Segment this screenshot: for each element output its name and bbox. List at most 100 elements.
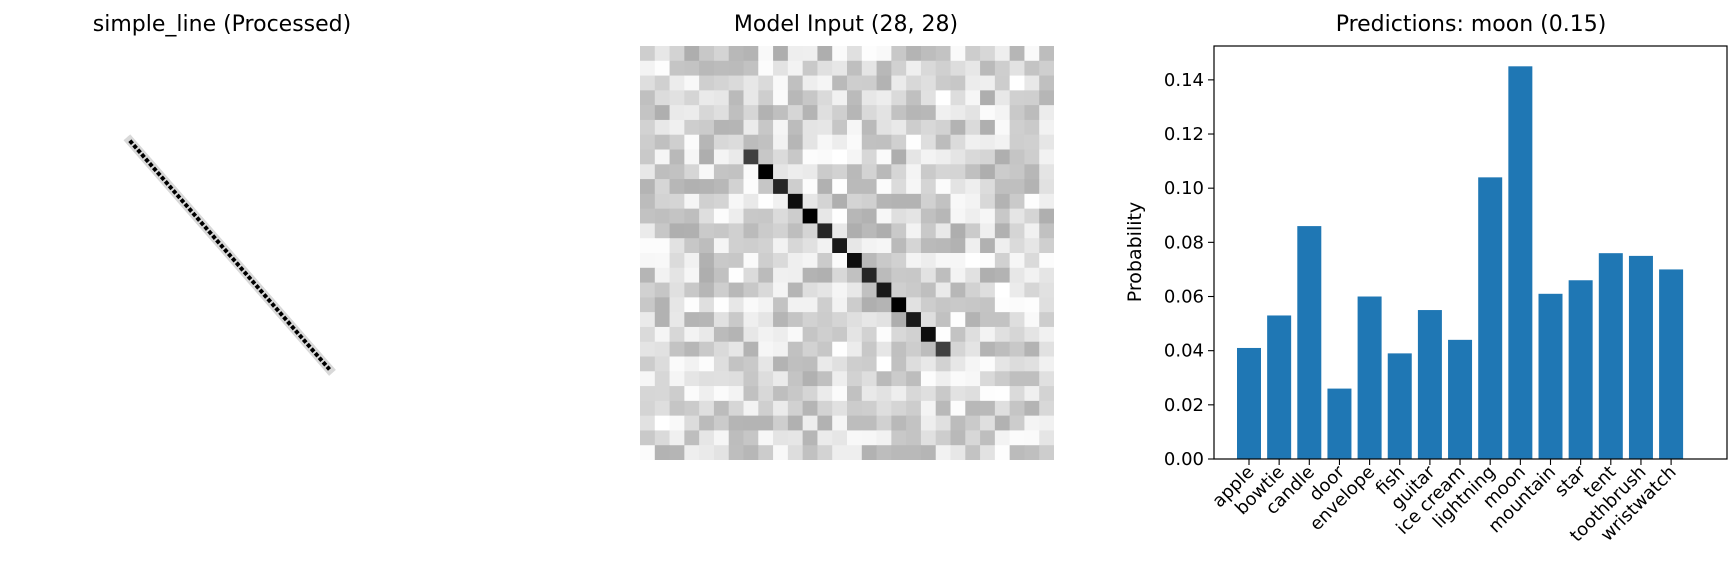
heatmap-cell [876,326,892,343]
heatmap-cell [1039,193,1054,210]
heatmap-cell [669,223,685,239]
heatmap-cell [847,193,863,210]
heatmap-cell [980,253,996,269]
heatmap-cell [699,193,715,210]
heatmap-cell [891,75,907,91]
heatmap-cell [743,238,759,254]
heatmap-cell [980,149,996,165]
heatmap-cell [906,149,922,165]
heatmap-cell [832,75,848,91]
heatmap-cell [758,75,774,91]
heatmap-cell [802,267,818,283]
heatmap-cell [684,46,700,62]
heatmap-cell [713,297,730,313]
heatmap-cell [1009,208,1025,224]
heatmap-cell [743,341,759,357]
heatmap-cell [906,415,922,431]
heatmap-cell [684,60,700,76]
heatmap-cell [728,253,744,269]
heatmap-cell [699,90,715,106]
heatmap-cell [684,267,700,283]
heatmap-cell [787,400,804,417]
heatmap-cell [1024,134,1040,150]
heatmap-cell [640,208,656,224]
heatmap-cell [994,208,1011,224]
heatmap-cell [743,223,759,239]
heatmap-cell [669,267,685,283]
heatmap-cell [669,445,685,460]
heatmap-cell [743,282,759,298]
heatmap-cell [699,326,715,343]
heatmap-cell [861,208,877,224]
heatmap-cell [713,238,730,254]
heatmap-cell [684,238,700,254]
heatmap-cell [728,90,744,106]
heatmap-cell [758,371,774,387]
heatmap-cell [669,356,685,372]
heatmap-cell [669,400,685,417]
heatmap-cell [832,46,848,62]
heatmap-cell [876,297,892,313]
heatmap-cell [654,267,670,283]
heatmap-cell [802,282,818,298]
heatmap-cell [640,430,656,446]
y-tick-label: 0.10 [1164,178,1204,199]
heatmap-cell [640,75,656,91]
bar-envelope [1357,296,1382,459]
heatmap-cell [728,356,744,372]
heatmap-cell [994,326,1011,343]
heatmap-cell [773,193,789,210]
heatmap-cell [669,193,685,210]
heatmap-cell [713,119,730,136]
heatmap-cell [891,134,907,150]
heatmap-cell [669,105,685,121]
heatmap-cell [920,75,937,91]
heatmap-cell [950,371,966,387]
heatmap-cell [1039,179,1054,195]
heatmap-cell [965,297,981,313]
y-tick-label: 0.08 [1164,232,1204,253]
heatmap-cell [1009,119,1025,136]
heatmap-cell [920,415,937,431]
heatmap-cell [728,134,744,150]
heatmap-cell [920,312,937,328]
heatmap-cell [654,430,670,446]
heatmap-cell [1039,326,1054,343]
heatmap-cell [713,164,730,180]
heatmap-cell [832,312,848,328]
heatmap-cell [1024,208,1040,224]
heatmap-cell [1024,415,1040,431]
heatmap-cell [847,75,863,91]
heatmap-cell [920,297,937,313]
heatmap-cell [906,282,922,298]
heatmap-cell [861,371,877,387]
heatmap-cell [802,105,818,121]
heatmap-cell [640,415,656,431]
heatmap-cell [891,415,907,431]
heatmap-cell [728,386,744,402]
heatmap-cell [935,223,951,239]
heatmap-cell [935,238,951,254]
heatmap-cell [1024,193,1040,210]
heatmap-cell [1009,326,1025,343]
heatmap-cell [787,105,804,121]
heatmap-cell [1024,430,1040,446]
heatmap-cell [758,267,774,283]
heatmap-cell [654,238,670,254]
heatmap-cell [773,164,789,180]
heatmap-cell [935,119,951,136]
heatmap-cell [699,297,715,313]
heatmap-cell [802,445,818,460]
heatmap-cell [640,149,656,165]
heatmap-cell [876,119,892,136]
heatmap-cell [876,341,892,357]
heatmap-cell [1009,312,1025,328]
heatmap-cell [847,46,863,62]
heatmap-cell [847,326,863,343]
heatmap-cell [994,430,1011,446]
heatmap-cell [1009,430,1025,446]
heatmap-cell [980,400,996,417]
heatmap-cell [1024,267,1040,283]
heatmap-cell [876,400,892,417]
heatmap-cell [699,430,715,446]
